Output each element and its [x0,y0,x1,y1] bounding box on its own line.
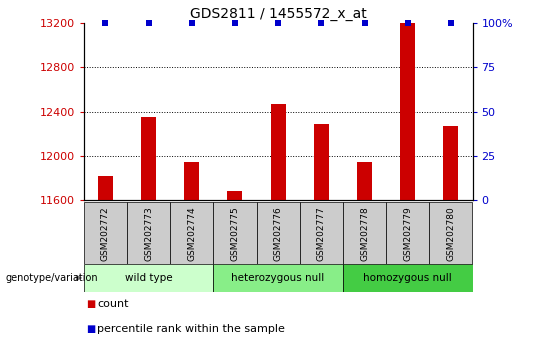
Bar [429,202,472,264]
Bar [314,124,329,200]
Text: GSM202777: GSM202777 [317,207,326,262]
Text: GSM202775: GSM202775 [231,207,239,262]
Bar [213,202,256,264]
Text: percentile rank within the sample: percentile rank within the sample [97,324,285,334]
Text: homozygous null: homozygous null [363,273,452,283]
Bar [256,202,300,264]
Text: GSM202776: GSM202776 [274,207,282,262]
Bar [184,162,199,200]
Bar [400,23,415,200]
Bar [98,176,113,200]
Bar [84,202,127,264]
Text: wild type: wild type [125,273,172,283]
Text: GSM202778: GSM202778 [360,207,369,262]
Text: GSM202780: GSM202780 [447,207,455,262]
Bar [141,117,156,200]
Bar [343,264,472,292]
Title: GDS2811 / 1455572_x_at: GDS2811 / 1455572_x_at [190,7,367,21]
Text: GSM202774: GSM202774 [187,207,196,261]
Bar [300,202,343,264]
Bar [84,264,213,292]
Text: GSM202772: GSM202772 [101,207,110,261]
Text: ■: ■ [86,324,96,334]
Bar [213,264,343,292]
Bar [271,104,286,200]
Text: genotype/variation: genotype/variation [5,273,98,283]
Text: count: count [97,299,129,309]
Bar [170,202,213,264]
Bar [227,191,242,200]
Bar [343,202,386,264]
Bar [386,202,429,264]
Bar [443,126,458,200]
Text: GSM202779: GSM202779 [403,207,412,262]
Text: GSM202773: GSM202773 [144,207,153,262]
Bar [127,202,170,264]
Text: ■: ■ [86,299,96,309]
Text: heterozygous null: heterozygous null [232,273,325,283]
Bar [357,162,372,200]
